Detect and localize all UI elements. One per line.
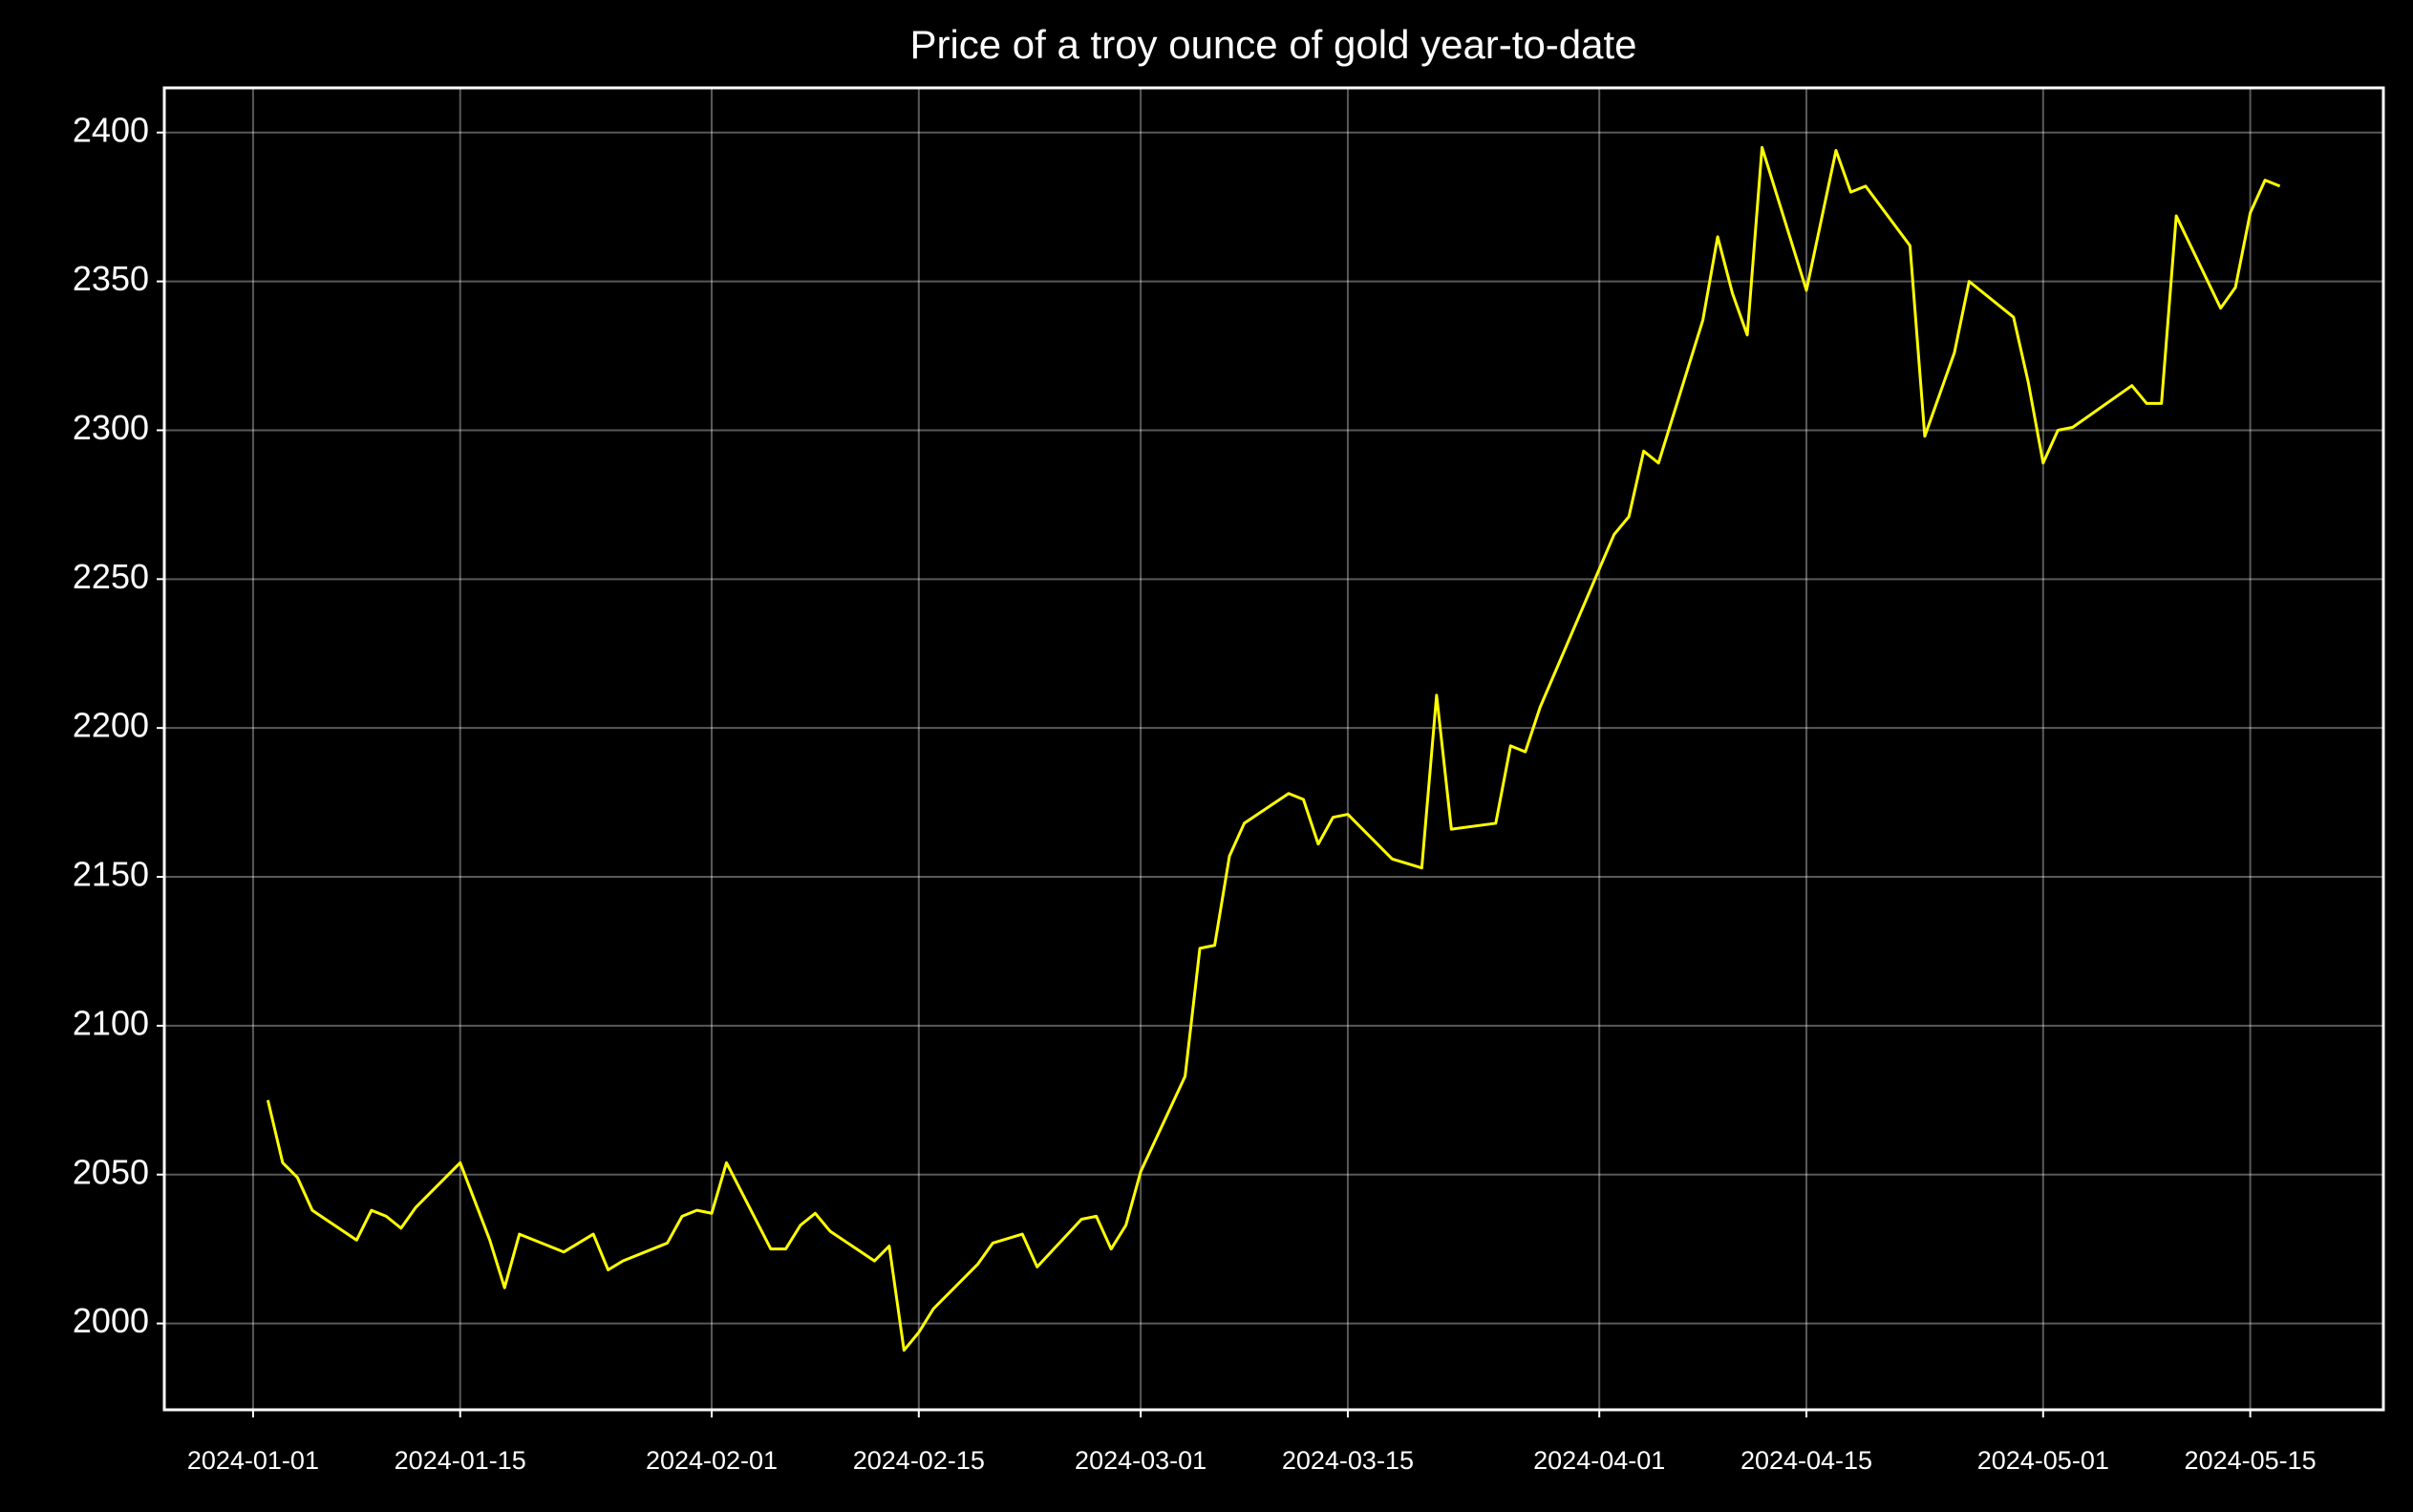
y-tick-label: 2050	[73, 1152, 149, 1191]
x-tick-label: 2024-01-15	[395, 1446, 526, 1475]
x-tick-label: 2024-01-01	[187, 1446, 319, 1475]
x-tick-label: 2024-03-15	[1282, 1446, 1414, 1475]
y-tick-label: 2400	[73, 110, 149, 149]
x-tick-label: 2024-03-01	[1075, 1446, 1206, 1475]
y-tick-label: 2000	[73, 1301, 149, 1340]
chart-title: Price of a troy ounce of gold year-to-da…	[909, 22, 1636, 67]
y-tick-label: 2200	[73, 706, 149, 745]
y-tick-label: 2100	[73, 1003, 149, 1042]
y-tick-label: 2250	[73, 557, 149, 596]
y-tick-label: 2350	[73, 259, 149, 298]
series-line	[266, 145, 2281, 1352]
plot-frame	[162, 86, 2385, 1412]
y-tick-label: 2300	[73, 408, 149, 447]
x-tick-label: 2024-02-01	[646, 1446, 778, 1475]
x-tick-label: 2024-05-01	[1977, 1446, 2109, 1475]
y-tick-label: 2150	[73, 855, 149, 894]
x-tick-label: 2024-04-01	[1533, 1446, 1665, 1475]
x-tick-label: 2024-04-15	[1740, 1446, 1872, 1475]
x-tick-label: 2024-05-15	[2185, 1446, 2317, 1475]
x-tick-label: 2024-02-15	[853, 1446, 985, 1475]
